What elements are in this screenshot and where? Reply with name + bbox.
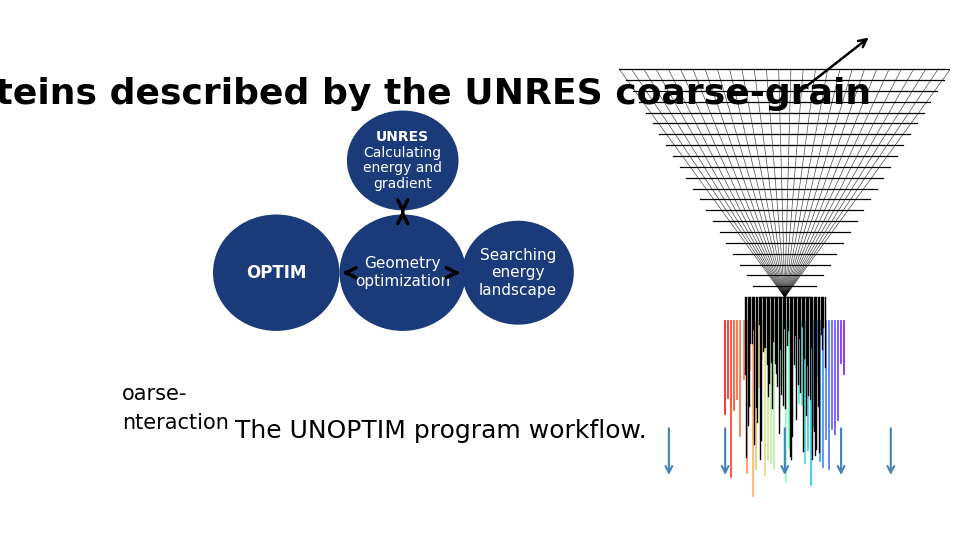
Text: gradient: gradient xyxy=(373,177,432,191)
Text: energy and: energy and xyxy=(363,161,443,176)
Text: Geometry: Geometry xyxy=(365,256,441,272)
Text: landscape: landscape xyxy=(479,282,557,298)
Text: Searching: Searching xyxy=(480,248,556,263)
Text: Energy landscapes for proteins described by the UNRES coarse-grain: Energy landscapes for proteins described… xyxy=(0,77,872,111)
Text: optimization: optimization xyxy=(355,274,450,289)
Text: oarse-: oarse- xyxy=(122,384,187,404)
Text: OPTIM: OPTIM xyxy=(246,264,306,282)
Text: UNRES: UNRES xyxy=(376,130,429,144)
Text: energy: energy xyxy=(492,265,544,280)
Ellipse shape xyxy=(340,214,466,331)
Text: Calculating: Calculating xyxy=(364,146,442,159)
Ellipse shape xyxy=(462,221,574,325)
Ellipse shape xyxy=(213,214,340,331)
Text: The UNOPTIM program workflow.: The UNOPTIM program workflow. xyxy=(235,419,647,443)
Text: nteraction: nteraction xyxy=(122,413,229,433)
Ellipse shape xyxy=(347,111,459,211)
